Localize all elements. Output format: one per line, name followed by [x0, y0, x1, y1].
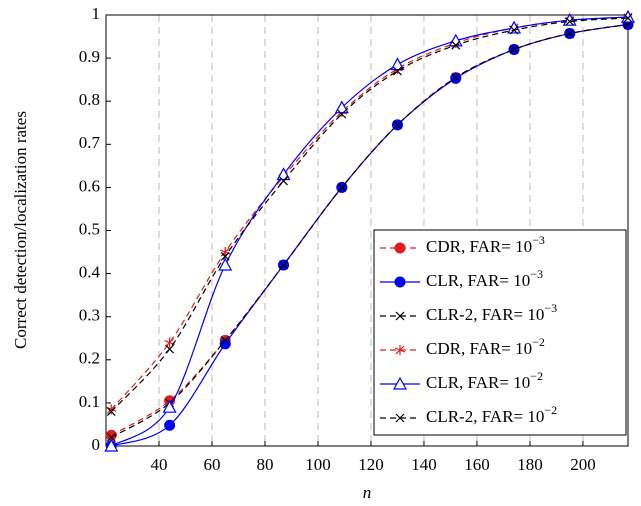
marker	[394, 276, 406, 288]
legend-marker	[395, 311, 405, 321]
y-axis-label: Correct detection/localization rates	[11, 111, 30, 349]
marker	[104, 438, 119, 452]
x-tick-label: 60	[203, 455, 220, 474]
marker	[165, 344, 175, 354]
y-tick-label: 0.2	[79, 349, 100, 368]
marker	[395, 413, 405, 423]
legend-label: CLR-2, FAR= 10−3	[426, 301, 557, 324]
series-line	[110, 23, 629, 438]
y-tick-label: 0	[92, 435, 101, 454]
x-tick-label: 200	[570, 455, 596, 474]
marker	[620, 9, 636, 23]
marker	[106, 407, 116, 416]
marker	[220, 335, 230, 345]
y-tick-label: 0.7	[79, 133, 101, 152]
legend-marker	[395, 413, 405, 423]
legend-label: CLR, FAR= 10−3	[426, 267, 543, 290]
marker	[509, 45, 519, 54]
y-tick-label: 0.6	[79, 176, 100, 195]
marker	[390, 57, 405, 71]
x-tick-label: 40	[150, 455, 167, 474]
marker	[162, 399, 177, 413]
y-tick-label: 0.3	[79, 306, 100, 325]
marker	[337, 109, 347, 119]
y-tick-label: 0.5	[79, 219, 100, 238]
marker	[451, 40, 461, 50]
marker	[565, 29, 575, 38]
marker	[279, 176, 288, 186]
legend-label: CLR, FAR= 10−2	[426, 369, 543, 392]
marker	[105, 429, 117, 441]
x-tick-label: 100	[305, 455, 331, 474]
y-tick-label: 1	[92, 4, 101, 23]
y-tick-label: 0.1	[79, 392, 100, 411]
legend-marker	[392, 376, 408, 390]
y-tick-label: 0.4	[79, 263, 101, 282]
plot-frame	[105, 14, 629, 447]
marker	[106, 404, 117, 415]
x-tick-label: 140	[411, 455, 437, 474]
x-tick-label: 160	[464, 455, 490, 474]
marker	[218, 257, 233, 271]
legend-label: CDR, FAR= 10−2	[426, 335, 545, 358]
marker	[394, 345, 406, 355]
marker	[392, 376, 408, 390]
marker	[337, 182, 347, 192]
x-tick-label: 80	[256, 455, 273, 474]
marker	[450, 72, 462, 84]
marker	[448, 33, 463, 47]
marker	[393, 66, 402, 76]
x-tick-label: 180	[517, 455, 543, 474]
marker	[509, 25, 519, 35]
marker	[106, 432, 116, 442]
marker	[276, 167, 291, 181]
marker	[451, 73, 461, 82]
y-tick-label: 0.8	[79, 90, 100, 109]
x-tick-label: 120	[358, 455, 384, 474]
marker	[279, 260, 288, 270]
marker	[395, 311, 405, 321]
legend-label: CLR-2, FAR= 10−2	[426, 403, 557, 426]
marker	[393, 120, 402, 130]
marker	[220, 251, 230, 261]
marker	[334, 100, 349, 114]
marker	[219, 338, 231, 350]
marker	[394, 242, 406, 254]
y-tick-label: 0.9	[79, 47, 100, 66]
marker	[164, 419, 176, 431]
marker	[562, 12, 577, 26]
legend-label: CDR, FAR= 10−3	[426, 233, 545, 256]
legend-marker	[394, 276, 406, 288]
marker	[623, 13, 633, 23]
legend-box	[373, 229, 627, 436]
legend-marker	[394, 345, 406, 355]
legend-marker	[394, 242, 406, 254]
x-axis-label: n	[363, 483, 372, 502]
marker	[565, 17, 575, 26]
